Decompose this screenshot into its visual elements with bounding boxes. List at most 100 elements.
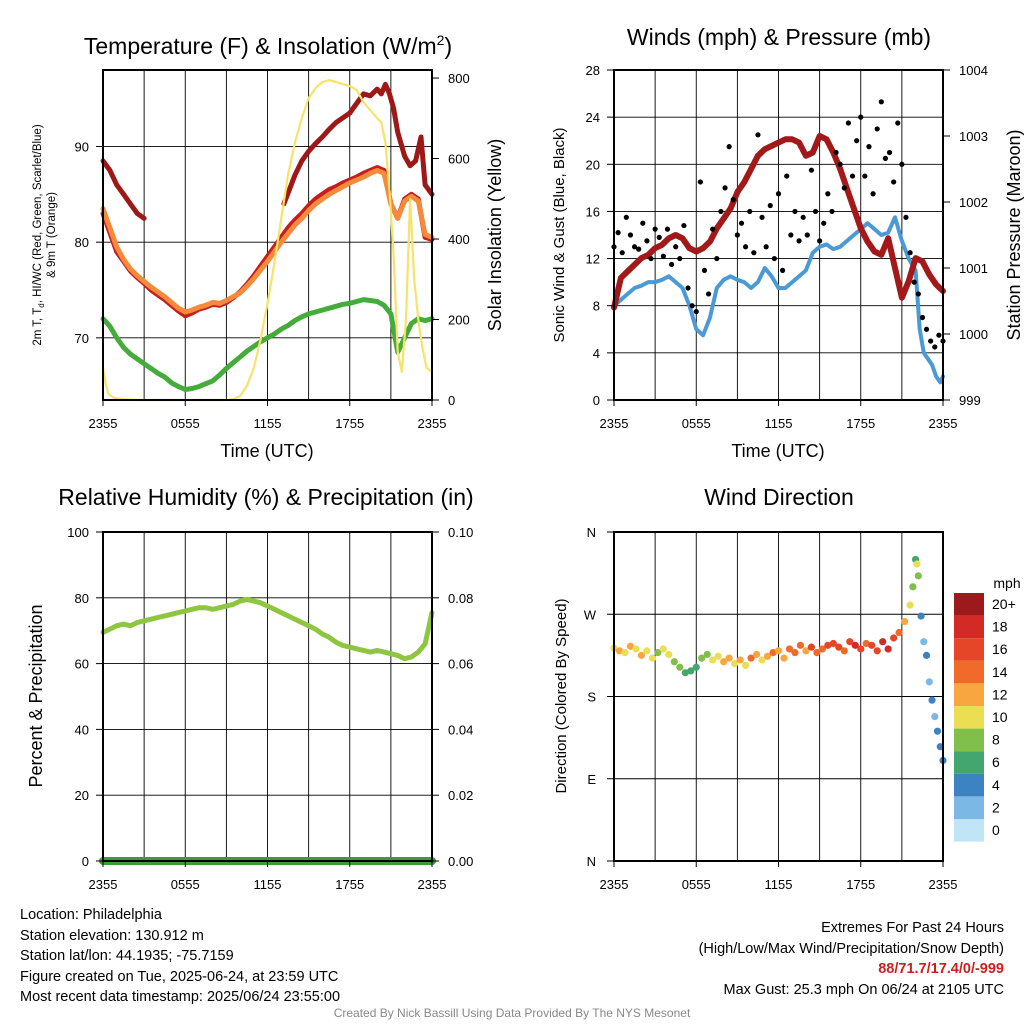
max-gust: Max Gust: 25.3 mph On 06/24 at 2105 UTC (723, 981, 1004, 998)
winds-ytick-left: 28 (586, 63, 600, 78)
humidity-ytick-left: 20 (75, 788, 89, 803)
winds-xtick: 2355 (600, 416, 629, 431)
direction-point (676, 663, 684, 671)
direction-point (931, 713, 939, 721)
direction-ytick: N (587, 525, 596, 540)
temperature-ytick-right: 600 (448, 152, 470, 167)
direction-xtick: 2355 (929, 877, 958, 892)
humidity-ylabel-left: Percent & Precipitation (26, 604, 46, 787)
direction-point (901, 617, 909, 626)
winds-gust-point (858, 114, 864, 120)
legend-swatch (954, 660, 984, 684)
winds-gust-point (895, 120, 901, 126)
winds-gust-point (878, 99, 884, 105)
winds-gust-point (792, 208, 798, 215)
winds-gust-point (697, 179, 703, 185)
direction-point (824, 641, 832, 649)
winds-ytick-left: 12 (586, 252, 600, 267)
direction-point (791, 649, 799, 657)
winds-gust-point (837, 161, 843, 167)
legend-label: 14 (992, 664, 1008, 680)
direction-point (692, 663, 700, 671)
winds-gust-point (882, 155, 889, 161)
humidity-rh-line (100, 596, 435, 662)
winds-gust-point (899, 161, 905, 167)
legend-swatch (954, 819, 984, 842)
winds-gust-point (726, 144, 732, 150)
legend-label: 6 (992, 754, 1000, 770)
direction-point (654, 649, 662, 657)
winds-gust-point (919, 314, 926, 321)
winds-gust-point (743, 244, 749, 250)
winds-gust-point (619, 250, 625, 256)
humidity-ytick-left: 40 (75, 722, 89, 737)
figure-created: Figure created on Tue, 2025-06-24, at 23… (20, 968, 339, 985)
humidity-xtick: 1755 (335, 877, 364, 892)
extremes-subtitle: (High/Low/Max Wind/Precipitation/Snow De… (698, 940, 1004, 957)
temperature-xlabel: Time (UTC) (220, 441, 313, 461)
direction-ytick: W (584, 607, 597, 622)
winds-ytick-right: 1002 (959, 195, 988, 210)
station-latlon: Station lat/lon: 44.1935; -75.7159 (20, 948, 234, 964)
winds-gust-point (780, 267, 786, 273)
winds-ytick-left: 20 (586, 157, 600, 172)
winds-gust-point (854, 138, 860, 144)
legend-label: 12 (992, 686, 1008, 702)
direction-point (659, 645, 667, 653)
legend-swatch (954, 728, 984, 752)
winds-ylabel-left: Sonic Wind & Gust (Blue, Black) (551, 127, 568, 342)
humidity-xtick: 2355 (89, 877, 118, 892)
direction-point (714, 652, 722, 660)
direction-point (813, 649, 821, 657)
tick-labels: 2355 0555 1155 1755 235570809002004006008002… (67, 63, 988, 892)
direction-point (857, 645, 865, 653)
winds-gust-point (755, 132, 761, 138)
winds-gust-point (685, 285, 691, 291)
direction-point (621, 649, 629, 657)
direction-point (807, 643, 816, 651)
winds-gust-point (627, 232, 634, 238)
direction-panel-title: Wind Direction (704, 484, 854, 510)
humidity-ytick-left: 60 (75, 657, 89, 672)
direction-ylabel-left: Direction (Colored By Speed) (553, 598, 570, 793)
direction-point (720, 658, 728, 666)
winds-gust-point (907, 250, 913, 256)
direction-xtick: 1755 (846, 877, 875, 892)
humidity-ytick-right: 0.10 (448, 525, 473, 540)
winds-gust-point (734, 232, 740, 238)
direction-point (698, 654, 706, 662)
winds-gust-point (775, 191, 782, 197)
winds-gust-point (747, 208, 753, 215)
winds-gust-point (689, 303, 695, 309)
winds-ytick-left: 4 (593, 346, 600, 361)
winds-gust-point (891, 179, 897, 185)
gridlines (103, 70, 943, 861)
station-elevation: Station elevation: 130.912 m (20, 927, 204, 944)
winds-gust-point (796, 238, 802, 244)
temperature-ylabel-line1: 2m T, Td, HI/WC (Red, Green, Scarlet/Blu… (32, 124, 46, 345)
winds-gust-point (784, 173, 790, 179)
winds-gust-point (710, 226, 716, 232)
winds-gust-point (705, 291, 712, 297)
temperature-xtick: 2355 (418, 416, 447, 431)
winds-ytick-left: 0 (593, 393, 600, 408)
winds-gust-point (911, 279, 917, 285)
humidity-ytick-right: 0.08 (448, 591, 473, 606)
credit-line: Created By Nick Bassill Using Data Provi… (333, 1006, 691, 1020)
direction-point (802, 647, 810, 655)
legend-swatch (954, 773, 984, 797)
winds-panel-title: Winds (mph) & Pressure (mb) (627, 24, 931, 50)
legend-label: 18 (992, 619, 1008, 635)
winds-gust-point (849, 173, 856, 179)
winds-ytick-left: 24 (586, 110, 600, 125)
winds-gust-point (701, 267, 708, 273)
temperature-xtick: 1755 (335, 416, 364, 431)
temperature-heat_index-line (100, 158, 147, 221)
temperature-ytick-left: 80 (75, 235, 89, 250)
winds-gust-point (677, 255, 683, 262)
direction-point (840, 647, 848, 655)
direction-point (890, 634, 898, 642)
winds-gust-point (668, 261, 675, 268)
direction-point (922, 651, 931, 659)
legend-swatch (954, 615, 984, 639)
